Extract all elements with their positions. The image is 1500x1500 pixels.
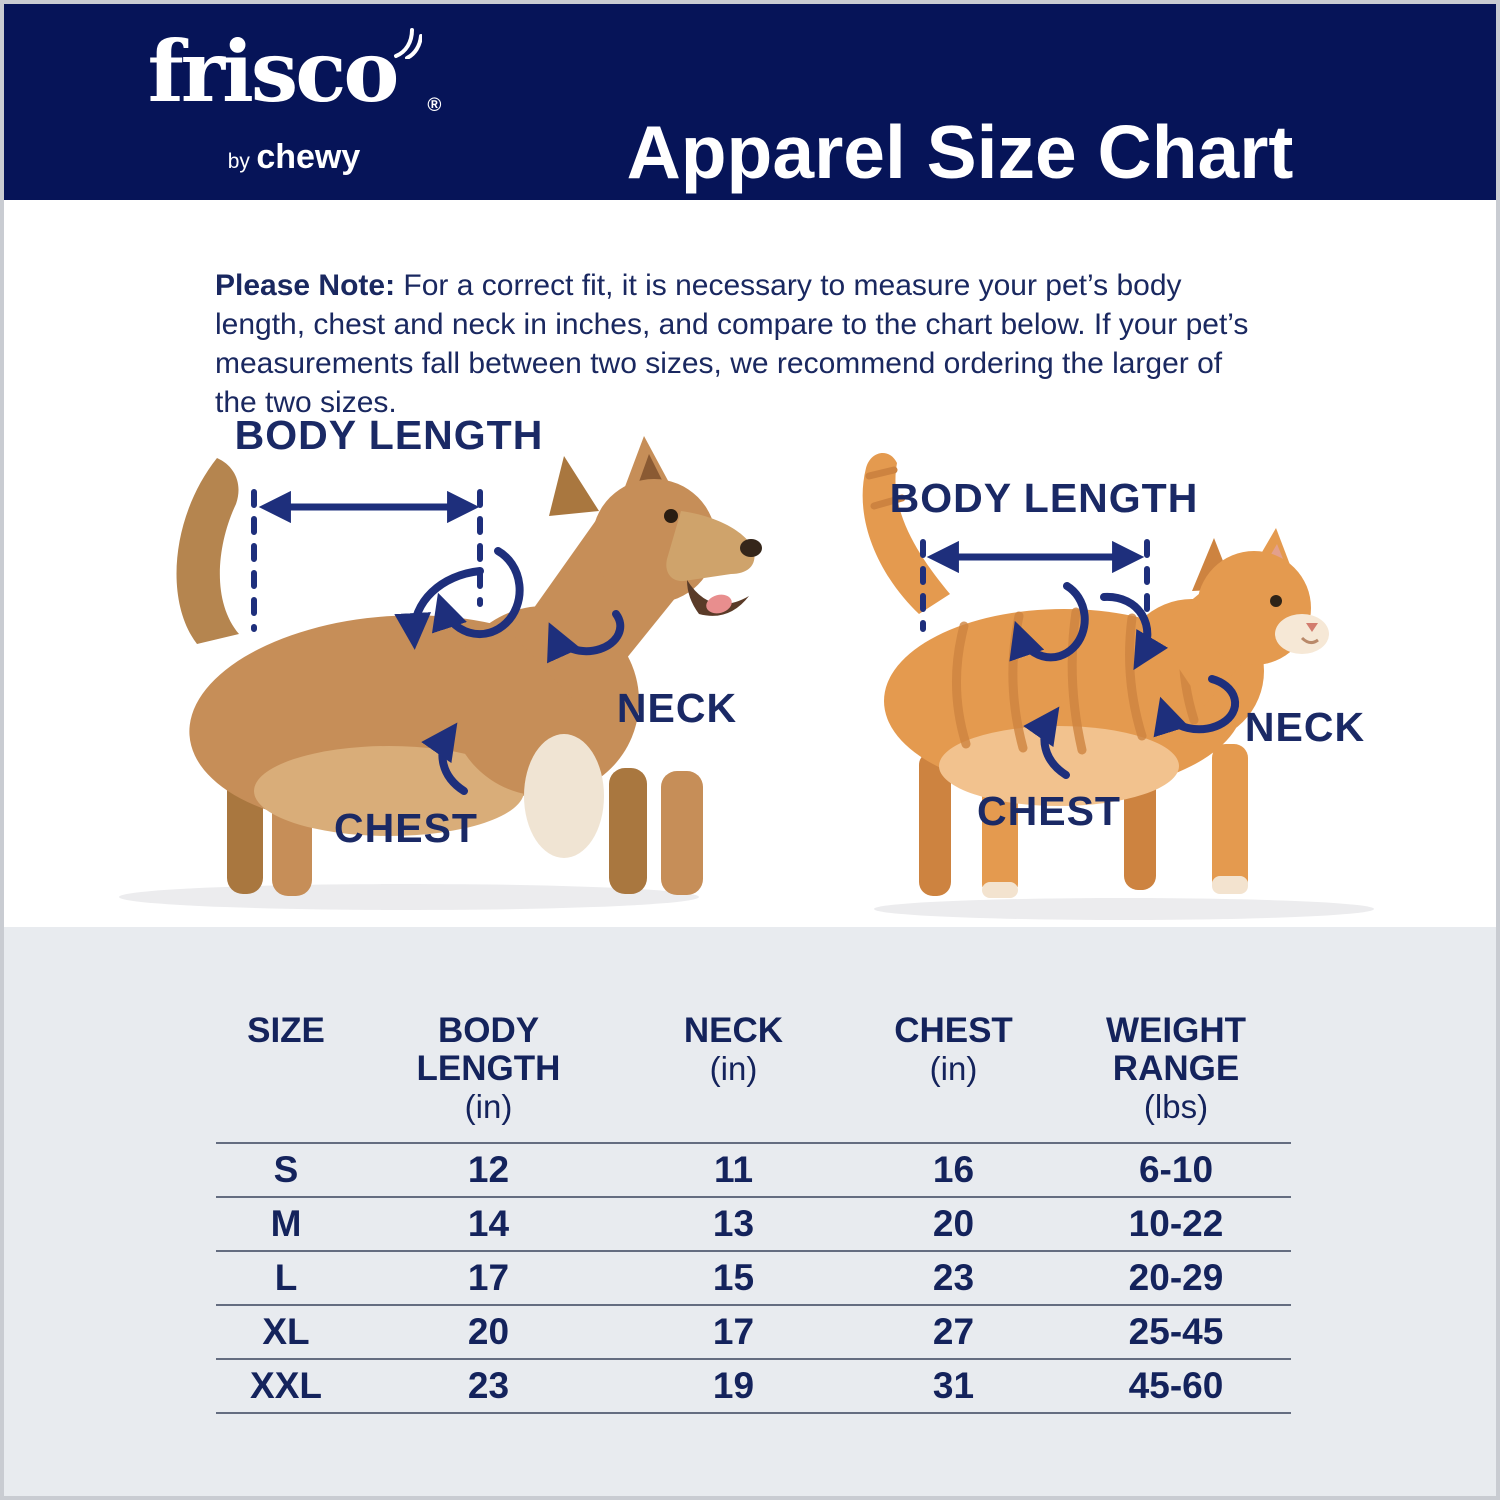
cat-annotations: BODY LENGTH NECK CHEST	[890, 475, 1365, 834]
measurement-diagram: BODY LENGTH NECK CHEST BODY LENGTH NECK …	[4, 376, 1496, 932]
table-row-m: M 14 13 20 10-22	[216, 1197, 1291, 1251]
logo-byline: by chewy	[94, 138, 494, 177]
size-table-section: SIZE BODY LENGTH (in) NECK (in) CHEST (in) …	[4, 927, 1496, 1496]
frisco-logo: frisco ® by chewy	[94, 26, 494, 177]
cell-chest: 20	[932, 1203, 975, 1244]
cell-weight-range: 10-22	[1128, 1203, 1224, 1244]
cell-neck: 11	[713, 1149, 754, 1190]
cat-chest-label: CHEST	[977, 788, 1121, 834]
cat-girth-sweep-arrow	[1100, 592, 1169, 671]
cell-neck: 15	[712, 1257, 755, 1298]
note-text: Please Note: For a correct fit, it is ne…	[215, 266, 1263, 422]
cell-body-length: 20	[467, 1311, 510, 1352]
dog-neck-loop-arrow	[547, 610, 625, 664]
table-row-l: L 17 15 23 20-29	[216, 1251, 1291, 1305]
cell-weight-range: 20-29	[1128, 1257, 1224, 1298]
cat-body-length-label: BODY LENGTH	[890, 475, 1199, 521]
cell-body-length: 12	[467, 1149, 510, 1190]
chewy-logo-text: chewy	[256, 138, 361, 176]
byline-by: by	[227, 150, 250, 173]
cell-neck: 19	[712, 1365, 755, 1406]
table-row-s: S 12 11 16 6-10	[216, 1143, 1291, 1197]
dog-girth-loop-arrow	[432, 547, 524, 639]
size-table: SIZE BODY LENGTH (in) NECK (in) CHEST (in) …	[216, 1012, 1291, 1414]
header-row: SIZE BODY LENGTH (in) NECK (in) CHEST (in) …	[216, 1012, 1291, 1143]
cell-neck: 13	[712, 1203, 755, 1244]
cell-chest: 31	[932, 1365, 975, 1406]
cell-size: S	[273, 1149, 299, 1190]
col-header-body-length: BODY LENGTH (in)	[416, 1011, 561, 1126]
table-row-xl: XL 20 17 27 25-45	[216, 1305, 1291, 1359]
col-header-weight-range: WEIGHT RANGE (lbs)	[1106, 1011, 1246, 1126]
cell-size: XL	[262, 1311, 310, 1352]
page-title: Apparel Size Chart	[626, 110, 1294, 195]
cat-illustration	[862, 452, 1374, 920]
dog-chest-label: CHEST	[334, 805, 478, 851]
whisker-icon	[394, 28, 424, 60]
dog-body-length-label: BODY LENGTH	[235, 412, 544, 458]
cat-girth-loop-arrow	[1009, 582, 1089, 662]
cell-size: M	[270, 1203, 302, 1244]
cell-size: XXL	[250, 1365, 322, 1406]
cell-weight-range: 6-10	[1138, 1149, 1214, 1190]
registered-mark: ®	[427, 95, 442, 116]
cell-neck: 17	[712, 1311, 755, 1352]
cell-chest: 16	[932, 1149, 975, 1190]
cat-neck-loop-arrow	[1153, 675, 1240, 738]
cell-body-length: 23	[467, 1365, 510, 1406]
frisco-logo-text: frisco	[147, 22, 400, 121]
cat-chest-arrow	[1023, 706, 1070, 779]
dog-girth-sweep-arrow	[394, 567, 484, 650]
col-header-chest: CHEST (in)	[894, 1011, 1013, 1088]
cat-neck-label: NECK	[1245, 704, 1365, 750]
cell-chest: 23	[932, 1257, 975, 1298]
masthead: frisco ® by chewy Apparel Size Chart	[4, 4, 1496, 200]
col-header-neck: NECK (in)	[683, 1011, 784, 1088]
dog-annotations: BODY LENGTH NECK CHEST	[235, 412, 737, 851]
cell-body-length: 17	[467, 1257, 510, 1298]
cell-chest: 27	[932, 1311, 975, 1352]
dog-chest-arrow	[421, 722, 468, 795]
cell-size: L	[274, 1257, 298, 1298]
cell-weight-range: 25-45	[1128, 1311, 1224, 1352]
table-row-xxl: XXL 23 19 31 45-60	[216, 1359, 1291, 1413]
frisco-wordmark: frisco ®	[94, 26, 494, 142]
cell-body-length: 14	[467, 1203, 510, 1244]
col-header-size: SIZE	[247, 1011, 325, 1050]
cell-weight-range: 45-60	[1128, 1365, 1224, 1406]
dog-neck-label: NECK	[617, 685, 737, 731]
note-label: Please Note:	[215, 269, 396, 302]
note-body: For a correct fit, it is necessary to me…	[215, 269, 1249, 419]
